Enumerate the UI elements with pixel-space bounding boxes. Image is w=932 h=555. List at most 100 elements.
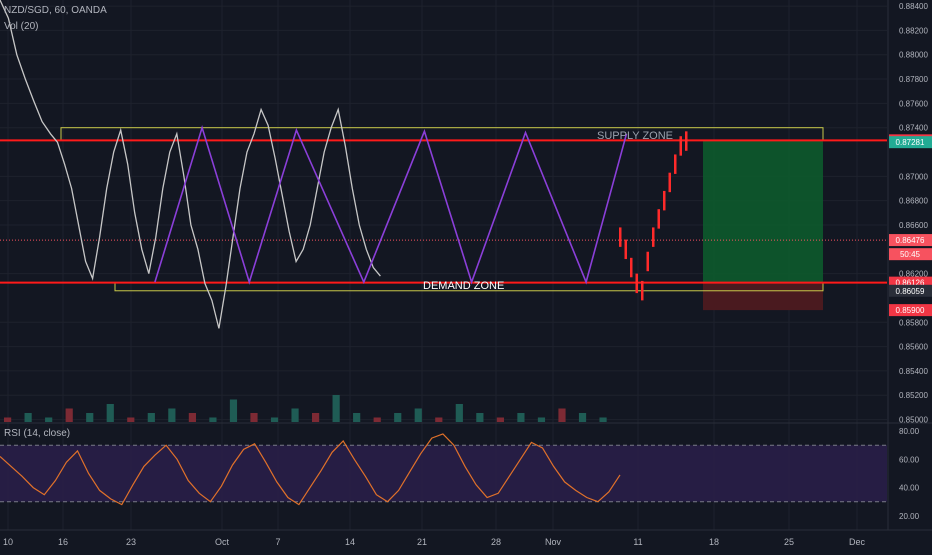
demand-zone-label: DEMAND ZONE: [423, 280, 504, 292]
volume-bar: [147, 413, 155, 422]
y-tick-label: 0.88400: [899, 2, 928, 11]
symbol-legend: NZD/SGD, 60, OANDA: [4, 5, 113, 16]
volume-bar: [578, 413, 587, 422]
position-stop-area[interactable]: [703, 282, 823, 311]
volume-bar: [476, 413, 484, 422]
price-badge-stop: 0.85900: [889, 304, 932, 317]
y-tick-label: 0.85800: [899, 318, 928, 327]
volume-bar: [106, 404, 114, 422]
zone-layer: [0, 127, 887, 311]
x-tick-label: 21: [417, 537, 427, 547]
x-tick-label: 28: [491, 537, 501, 547]
price-badge-last-bg: [889, 234, 932, 247]
x-tick-label: Oct: [215, 537, 230, 547]
price-candle: [674, 154, 677, 174]
y-tick-label: 0.87000: [899, 172, 928, 181]
volume-legend: Vol (20): [4, 21, 44, 32]
volume-bar: [312, 413, 320, 422]
y-tick-label: 0.86600: [899, 221, 928, 230]
volume-bar: [270, 417, 279, 422]
price-candle: [635, 273, 638, 294]
volume-bar: [414, 408, 422, 422]
x-tick-label: 16: [58, 537, 68, 547]
volume-bar: [517, 413, 525, 422]
price-badge-entry-bg: [889, 284, 932, 297]
supply-zone-label: SUPPLY ZONE: [597, 130, 673, 142]
volume-bar: [4, 417, 12, 422]
volume-bar: [558, 408, 566, 422]
y-tick-label: 0.88200: [899, 26, 928, 35]
x-tick-label: 11: [633, 537, 642, 547]
volume-bar: [209, 417, 217, 422]
rsi-legend: RSI (14, close): [4, 428, 76, 439]
volume-bar: [455, 404, 463, 422]
price-candle: [652, 227, 655, 247]
y-tick-label: 0.88000: [899, 51, 928, 60]
rsi-tick-label: 20.00: [899, 512, 920, 521]
volume-label[interactable]: Vol (20): [4, 21, 39, 32]
price-candle: [619, 227, 622, 247]
y-tick-label: 0.87800: [899, 75, 928, 84]
price-candle: [679, 136, 682, 156]
price-badge-target-high-bg: [889, 136, 932, 149]
rsi-label[interactable]: RSI (14, close): [4, 428, 71, 439]
price-badge-target-high: 0.87281: [889, 136, 932, 149]
price-series-line: [0, 0, 381, 329]
y-tick-label: 0.86200: [899, 270, 928, 279]
volume-layer: [4, 395, 607, 422]
price-candle: [663, 190, 666, 211]
volume-bar: [250, 413, 258, 422]
volume-bar: [86, 413, 94, 422]
volume-bar: [394, 413, 402, 422]
price-candle: [685, 131, 688, 151]
rsi-tick-label: 60.00: [899, 455, 920, 464]
volume-bar: [537, 417, 546, 422]
x-tick-label: 23: [126, 537, 136, 547]
zigzag-layer: [154, 124, 628, 285]
volume-bar: [188, 413, 196, 422]
symbol-label[interactable]: NZD/SGD, 60, OANDA: [4, 5, 107, 16]
price-badge-target-high-text: 0.87281: [896, 138, 925, 147]
y-tick-label: 0.86800: [899, 197, 928, 206]
price-badge-timer-text: 50:45: [900, 250, 921, 259]
price-badge-last: 0.86476: [889, 234, 932, 247]
y-tick-label: 0.85400: [899, 367, 928, 376]
y-tick-label: 0.85200: [899, 391, 928, 400]
x-tick-label: Nov: [545, 537, 562, 547]
price-candle: [657, 209, 660, 229]
price-badge-entry: 0.86059: [889, 284, 932, 297]
volume-bar: [373, 417, 381, 422]
y-tick-label: 0.85000: [899, 416, 928, 425]
price-badge-support-text: 0.86126: [896, 279, 925, 288]
zigzag-pattern[interactable]: [154, 124, 628, 285]
x-tick-label: 10: [3, 537, 13, 547]
x-tick-label: 25: [784, 537, 794, 547]
price-badge-entry-text: 0.86059: [896, 287, 925, 296]
rsi-band: [0, 445, 887, 502]
position-target-area[interactable]: [703, 140, 823, 283]
volume-bar: [168, 408, 176, 422]
price-candle: [641, 280, 644, 301]
rsi-tick-label: 80.00: [899, 427, 920, 436]
x-tick-label: Dec: [849, 537, 866, 547]
volume-bar: [332, 395, 340, 422]
volume-bar: [45, 417, 53, 422]
x-tick-label: 7: [275, 537, 280, 547]
y-tick-label: 0.87400: [899, 124, 928, 133]
volume-bar: [291, 408, 299, 422]
rsi-line: [0, 433, 621, 506]
price-badge-stop-text: 0.85900: [896, 306, 925, 315]
y-tick-label: 0.87600: [899, 99, 928, 108]
x-tick-label: 14: [345, 537, 355, 547]
volume-bar: [599, 417, 607, 422]
volume-bar: [496, 417, 504, 422]
x-tick-label: 18: [709, 537, 719, 547]
rsi-layer: [0, 433, 887, 506]
price-candle: [668, 172, 671, 193]
price-candle: [624, 239, 627, 260]
volume-bar: [435, 417, 443, 422]
volume-bar: [353, 413, 361, 422]
